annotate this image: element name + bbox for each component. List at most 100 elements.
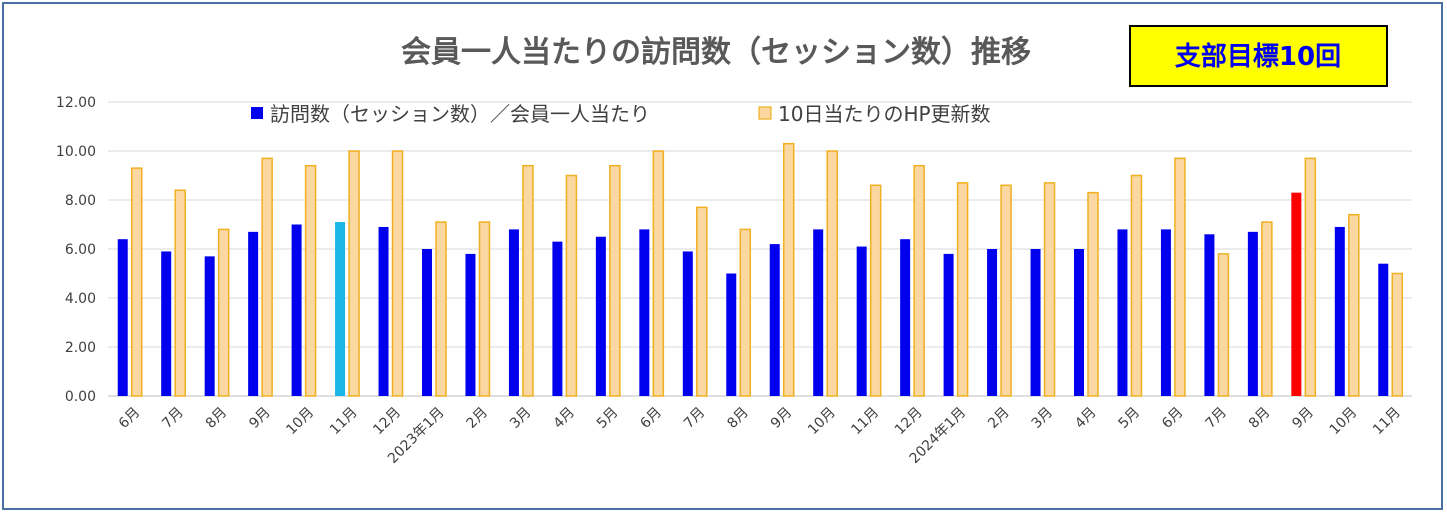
bar-visits <box>378 226 389 396</box>
bar-visits <box>1117 229 1128 396</box>
y-tick-label: 6.00 <box>65 242 96 258</box>
bar-visits <box>856 246 867 396</box>
bar-hp-updates <box>1261 221 1273 397</box>
bar-visits <box>552 241 563 396</box>
bar-hp-updates <box>1217 253 1230 397</box>
bar-hp-updates <box>869 184 882 397</box>
bar-visits <box>422 249 432 396</box>
chart-title: 会員一人当たりの訪問数（セッション数）推移 <box>401 35 1031 70</box>
bar-visits <box>465 253 476 396</box>
bar-visits <box>161 251 172 396</box>
x-category-label: 4月 <box>550 404 578 432</box>
bar-hp-updates <box>348 150 360 397</box>
chart-svg: 会員一人当たりの訪問数（セッション数）推移 支部目標10回 訪問数（セッション数… <box>56 25 1412 467</box>
x-category-label: 2月 <box>464 404 492 432</box>
bar-visits <box>117 239 128 396</box>
bar-hp-updates <box>782 142 795 397</box>
x-category-label: 12月 <box>892 404 926 438</box>
bar-visits <box>1334 226 1345 396</box>
y-tick-label: 4.00 <box>65 291 96 307</box>
legend-label-visits: 訪問数（セッション数）／会員一人当たり <box>270 102 650 126</box>
x-category-label: 8月 <box>724 404 752 432</box>
bar-visits <box>813 229 824 396</box>
x-category-label: 9月 <box>246 404 274 432</box>
x-category-label: 10月 <box>805 404 839 438</box>
bar-visits <box>248 231 259 396</box>
x-category-label: 7月 <box>681 404 709 432</box>
x-category-label: 6月 <box>1159 404 1187 432</box>
bar-hp-updates <box>1348 213 1360 397</box>
bar-hp-updates <box>739 228 752 397</box>
bar-hp-updates <box>956 182 969 397</box>
bar-hp-updates <box>1043 182 1056 397</box>
x-category-label: 4月 <box>1072 404 1100 432</box>
legend-label-hp-updates: 10日当たりのHP更新数 <box>778 102 991 126</box>
bar-hp-updates <box>565 174 578 397</box>
target-annotation: 支部目標10回 <box>1175 42 1341 72</box>
y-tick-label: 12.00 <box>56 95 96 111</box>
bar-hp-updates <box>522 164 534 397</box>
x-category-label: 3月 <box>507 404 535 432</box>
bar-hp-updates <box>174 189 186 397</box>
bar-visits <box>291 224 302 396</box>
bar-hp-updates <box>478 221 491 397</box>
y-axis-ticks: 0.00 2.00 4.00 6.00 8.00 10.00 12.00 <box>56 95 96 405</box>
bar-visits <box>508 229 519 396</box>
bar-hp-updates <box>435 221 447 397</box>
bar-hp-updates <box>1304 157 1317 397</box>
legend-swatch-visits <box>251 107 263 119</box>
x-category-label: 6月 <box>637 404 665 432</box>
bar-visits <box>987 249 998 396</box>
bar-visits <box>1074 249 1084 396</box>
x-category-label: 9月 <box>768 404 796 432</box>
bar-hp-updates <box>826 150 838 397</box>
bar-hp-updates <box>217 228 230 397</box>
bar-hp-updates <box>1130 174 1143 397</box>
bar-hp-updates <box>609 164 621 397</box>
bar-hp-updates <box>1391 272 1404 397</box>
x-category-label: 8月 <box>1246 404 1274 432</box>
bar-visits <box>682 251 693 396</box>
bar-hp-updates <box>696 206 708 397</box>
bar-hp-updates <box>652 150 665 397</box>
bar-visits <box>1291 192 1302 396</box>
x-category-label: 3月 <box>1029 404 1057 432</box>
bar-visits <box>639 229 650 396</box>
gridlines <box>108 101 1412 397</box>
legend-swatch-hp-updates <box>758 106 772 120</box>
x-category-label: 12月 <box>370 404 404 438</box>
x-category-label: 2月 <box>985 404 1013 432</box>
bar-hp-updates <box>1000 184 1012 397</box>
bar-hp-updates <box>130 167 143 397</box>
bar-visits <box>1030 249 1041 396</box>
legend: 訪問数（セッション数）／会員一人当たり 10日当たりのHP更新数 <box>251 102 991 126</box>
bar-visits <box>595 236 606 396</box>
x-category-label: 5月 <box>1116 404 1144 432</box>
bar-hp-updates <box>391 150 404 397</box>
bar-hp-updates <box>1087 191 1099 397</box>
bar-visits <box>1247 231 1258 396</box>
x-category-label: 10月 <box>1327 404 1361 438</box>
x-category-label: 7月 <box>159 404 187 432</box>
x-category-label: 10月 <box>283 404 317 438</box>
bar-hp-updates <box>261 157 273 397</box>
x-category-label: 11月 <box>327 404 361 438</box>
y-tick-label: 0.00 <box>65 389 96 405</box>
bar-hp-updates <box>913 164 925 397</box>
y-tick-label: 8.00 <box>65 193 96 209</box>
x-category-label: 8月 <box>203 404 231 432</box>
x-category-label: 6月 <box>116 404 144 432</box>
x-category-label: 7月 <box>1202 404 1230 432</box>
bar-visits <box>204 256 215 396</box>
bar-visits <box>943 253 954 396</box>
bar-visits <box>726 273 737 396</box>
bar-visits <box>1378 263 1389 396</box>
x-category-label: 9月 <box>1289 404 1317 432</box>
target-box <box>1129 25 1388 87</box>
x-category-label: 11月 <box>848 404 882 438</box>
bars <box>117 142 1404 397</box>
y-tick-label: 10.00 <box>56 144 96 160</box>
x-category-label: 11月 <box>1370 404 1404 438</box>
